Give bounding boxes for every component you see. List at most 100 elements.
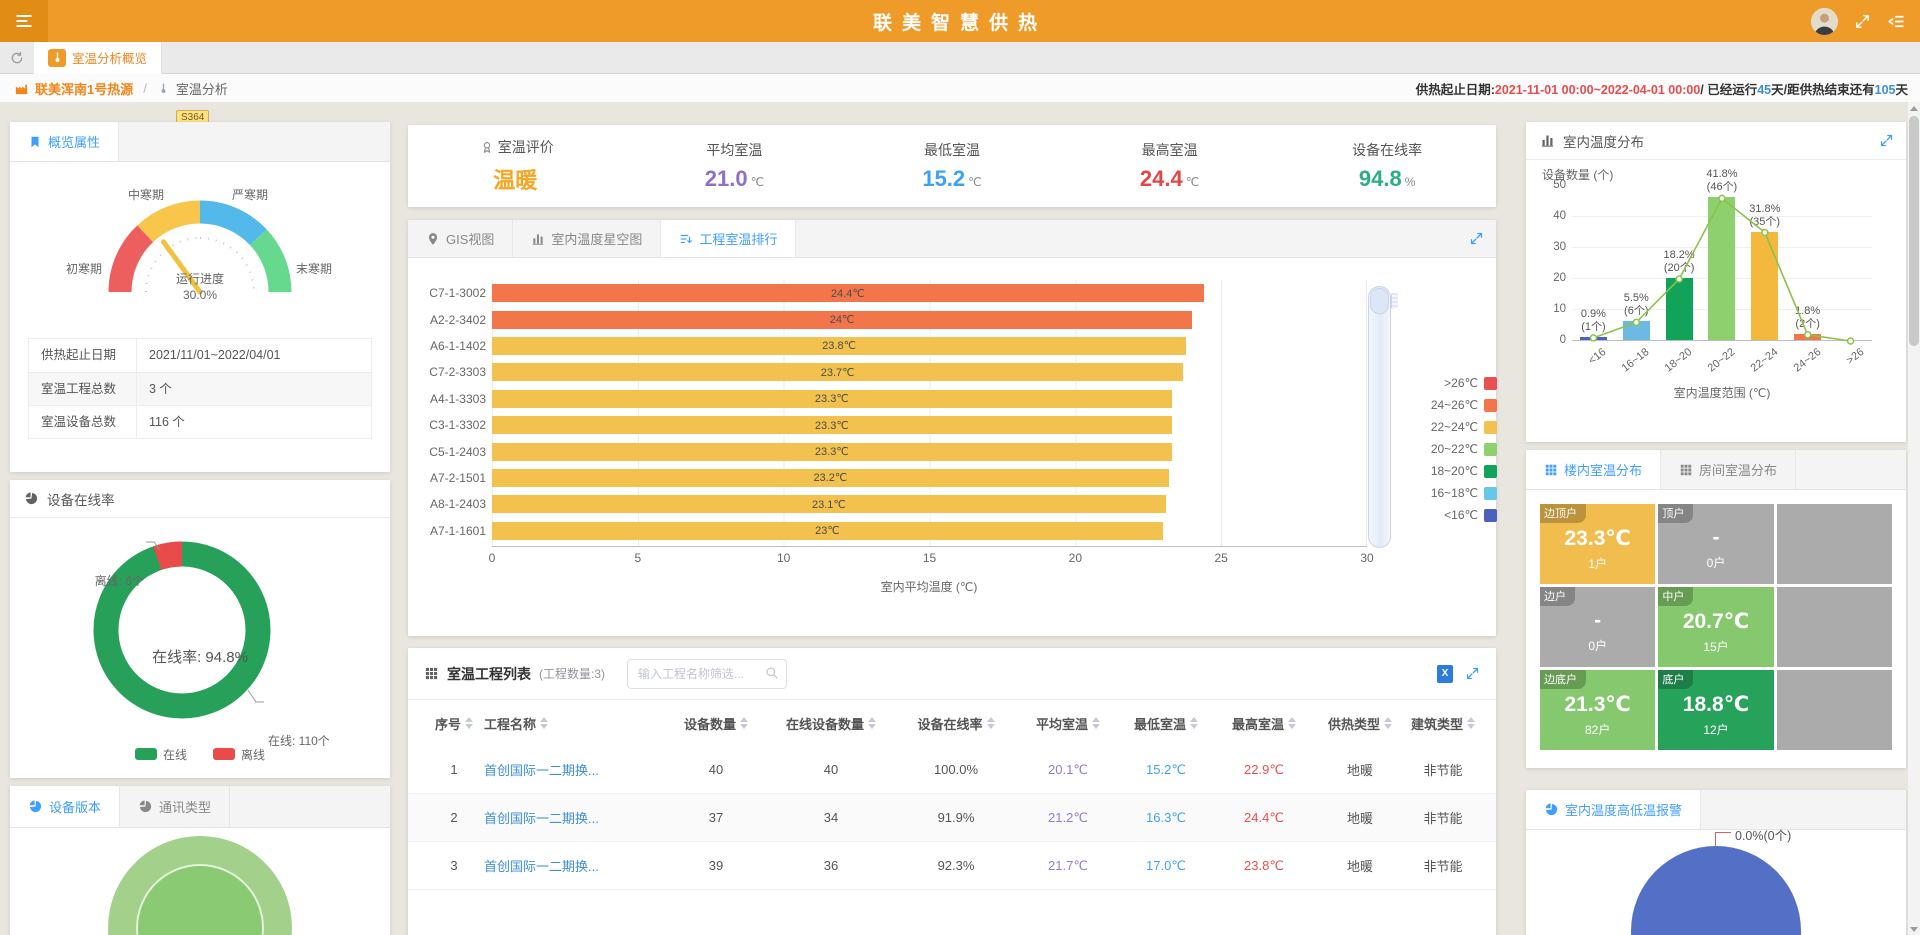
stat-value: 24.4 — [1140, 166, 1183, 191]
legend-swatch — [1484, 399, 1497, 412]
project-link[interactable]: 首创国际一二期换... — [484, 856, 664, 875]
tab-building-temp[interactable]: 楼内室温分布 — [1526, 450, 1661, 489]
stat-value: 21.0 — [705, 166, 748, 191]
rank-bar-label: A4-1-3303 — [422, 392, 486, 406]
table-cell: 40 — [768, 762, 894, 777]
tab-temp-alarm[interactable]: 室内温度高低温报警 — [1526, 790, 1701, 829]
tab-star-map[interactable]: 室内温度星空图 — [513, 220, 661, 257]
expand-icon[interactable] — [1469, 231, 1484, 246]
breadcrumb-page: 室温分析 — [176, 79, 228, 98]
cell-badge: 底户 — [1658, 670, 1693, 689]
hist-bar — [1794, 334, 1821, 340]
hist-slot: 18.2%(20个) — [1658, 186, 1701, 340]
refresh-icon[interactable] — [10, 51, 24, 65]
sort-icon[interactable] — [1288, 717, 1296, 729]
gauge-center-label: 运行进度 — [10, 270, 390, 287]
fullscreen-icon[interactable] — [1854, 13, 1871, 30]
bookmark-icon — [28, 135, 42, 149]
table-cell: 39 — [664, 858, 768, 873]
avatar[interactable] — [1811, 8, 1838, 35]
search-input[interactable] — [627, 659, 787, 689]
sort-icon[interactable] — [465, 717, 473, 729]
hist-label: 41.8%(46个) — [1706, 168, 1737, 194]
view-tabbar: 室温分析概览 — [0, 42, 1920, 74]
rank-bar-value: 23.7℃ — [821, 366, 855, 379]
stat-label: 设备在线率 — [1352, 140, 1422, 160]
pie-icon — [24, 491, 39, 506]
tab-overview-attrs[interactable]: 概览属性 — [10, 122, 119, 161]
rank-bar-label: C7-2-3303 — [422, 365, 486, 379]
sort-icon[interactable] — [1092, 717, 1100, 729]
expand-icon[interactable] — [1465, 666, 1480, 681]
view-tab-room-temp-overview[interactable]: 室温分析概览 — [34, 42, 162, 74]
legend-item: 24~26℃ — [1397, 394, 1497, 416]
scroll-down-arrow[interactable] — [1908, 923, 1920, 935]
excel-export-icon[interactable] — [1437, 665, 1453, 683]
ranking-bar-row: A2-2-3402 24℃ — [422, 306, 1482, 332]
heatmap-cell: 边户 - 0户 — [1540, 587, 1655, 667]
legend-swatch — [213, 748, 235, 760]
cell-count: 15户 — [1658, 638, 1773, 655]
expand-icon[interactable] — [1879, 133, 1894, 148]
scroll-up-arrow[interactable] — [1908, 102, 1920, 114]
building-heatmap: 边顶户 23.3℃ 1户 顶户 - 0户 边户 - 0户 中户 20.7℃ 15… — [1540, 504, 1892, 750]
hist-label-count: (35个) — [1749, 216, 1780, 229]
ranking-bar-chart: C7-1-3002 24.4℃ A2-2-3402 24℃ A6-1-1402 … — [422, 280, 1482, 610]
y-tick: 40 — [1553, 210, 1566, 222]
gauge-label-mid: 中寒期 — [128, 186, 164, 203]
cell-badge: 边户 — [1540, 587, 1575, 606]
column-header: 序号 — [424, 714, 484, 733]
sort-icon[interactable] — [1384, 717, 1392, 729]
table-cell: 40 — [664, 762, 768, 777]
heatmap-cell — [1777, 670, 1892, 750]
table-icon — [424, 666, 439, 681]
pie-icon — [138, 799, 153, 814]
sort-icon[interactable] — [987, 717, 995, 729]
rank-icon — [679, 232, 693, 246]
x-tick-labels: <1616~1818~2020~2222~2424~26>26 — [1572, 346, 1872, 380]
sidebar-toggle-icon[interactable] — [1887, 12, 1906, 31]
project-link[interactable]: 首创国际一二期换... — [484, 808, 664, 827]
stat-item: 室温评价 温暖 — [408, 137, 626, 195]
legend-item: 在线 — [135, 746, 187, 763]
sort-icon[interactable] — [540, 717, 548, 729]
tab-room-temp[interactable]: 房间室温分布 — [1661, 450, 1796, 489]
factory-icon — [14, 81, 29, 96]
hist-label: 1.8%(2个) — [1795, 305, 1820, 331]
rank-bar: 23.2℃ — [492, 469, 1169, 487]
tab-gis-view[interactable]: GIS视图 — [408, 220, 513, 257]
x-axis-title: 室内温度范围 (℃) — [1674, 384, 1771, 401]
x-tick: 20~22 — [1706, 346, 1738, 374]
projects-table-panel: 室温工程列表 (工程数量:3) 序号 工程名称 设备数量 在线设备数量 设备在线… — [408, 648, 1496, 935]
stat-label: 室温评价 — [498, 137, 554, 157]
legend-label: 24~26℃ — [1431, 398, 1478, 412]
sort-icon[interactable] — [868, 717, 876, 729]
search-icon[interactable] — [765, 666, 779, 685]
cell-count: 12户 — [1658, 721, 1773, 738]
pie-icon — [1544, 802, 1559, 817]
x-tick: 22~24 — [1748, 346, 1780, 374]
sort-icon[interactable] — [1467, 717, 1475, 729]
hist-label-count: (1个) — [1581, 321, 1606, 334]
grid-icon — [1679, 463, 1693, 477]
device-version-panel: 设备版本 通讯类型 — [10, 786, 390, 935]
tab-project-ranking[interactable]: 工程室温排行 — [661, 220, 796, 257]
sort-icon[interactable] — [740, 717, 748, 729]
hist-slot: 41.8%(46个) — [1701, 186, 1744, 340]
table-cell: 92.3% — [894, 858, 1018, 873]
rank-bar-label: C5-1-2403 — [422, 445, 486, 459]
online-rate-label: 在线率: 94.8% — [10, 646, 390, 667]
scrollbar-thumb[interactable] — [1909, 116, 1919, 346]
temperature-distribution-panel: 室内温度分布 设备数量 (个) 01020304050 0.9%(1个) 5.5… — [1526, 122, 1906, 442]
tab-device-version[interactable]: 设备版本 — [10, 786, 120, 827]
sort-icon[interactable] — [1190, 717, 1198, 729]
project-link[interactable]: 首创国际一二期换... — [484, 760, 664, 779]
hist-label-pct: 1.8% — [1795, 305, 1820, 318]
breadcrumb-station[interactable]: 联美浑南1号热源 — [35, 79, 133, 98]
y-tick: 30 — [1553, 241, 1566, 253]
legend-item: 16~18℃ — [1397, 482, 1497, 504]
rank-bar: 23.7℃ — [492, 363, 1183, 381]
rank-bar-label: A6-1-1402 — [422, 339, 486, 353]
hist-slot: 0.9%(1个) — [1572, 186, 1615, 340]
tab-comm-type[interactable]: 通讯类型 — [120, 786, 230, 827]
